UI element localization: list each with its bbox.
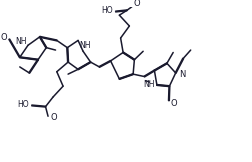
Text: O: O	[1, 33, 7, 42]
Text: NH: NH	[143, 81, 155, 89]
Text: HO: HO	[17, 100, 29, 109]
Text: NH: NH	[15, 37, 27, 46]
Text: HO: HO	[101, 6, 113, 15]
Text: O: O	[133, 0, 140, 8]
Text: O: O	[171, 98, 177, 108]
Text: N: N	[179, 70, 185, 79]
Text: NH: NH	[79, 41, 91, 50]
Text: O: O	[50, 113, 57, 122]
